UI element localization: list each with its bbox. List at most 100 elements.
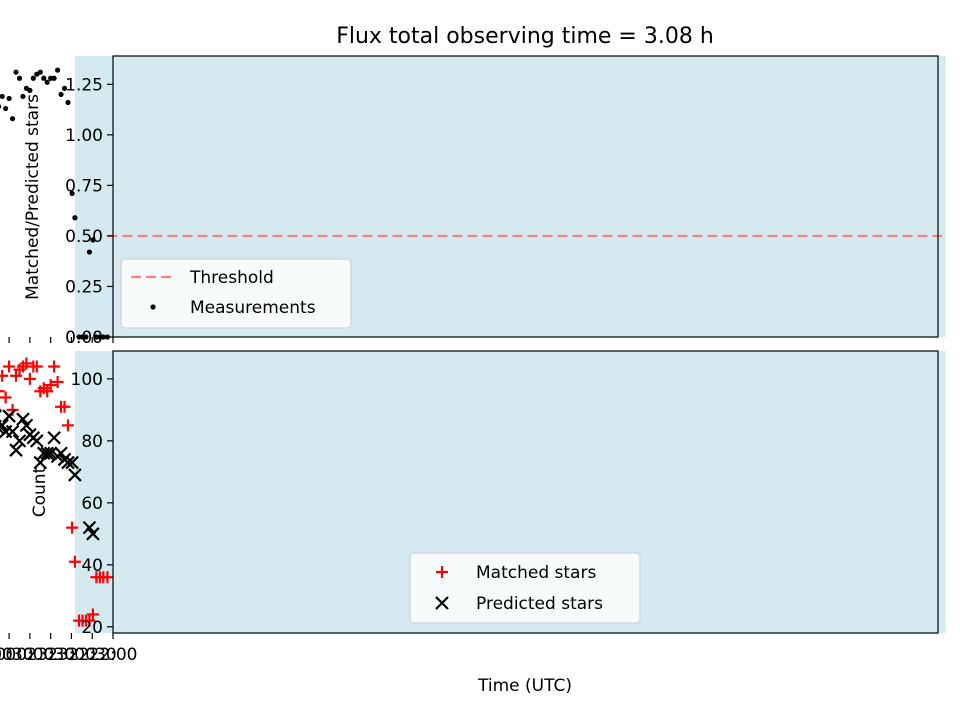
x-tick-label: 22:30 xyxy=(68,645,117,665)
measurement-point xyxy=(93,334,99,340)
predicted-star-point xyxy=(47,430,61,445)
top-measurement-points xyxy=(0,67,111,340)
legend-measurements-swatch xyxy=(150,304,156,310)
matched-star-point xyxy=(0,390,5,393)
measurement-point xyxy=(72,215,78,221)
measurement-point xyxy=(0,104,2,109)
bottom-y-axis-label: Count xyxy=(30,466,50,517)
bottom-y-ticks: 20 40 60 80 100 xyxy=(71,370,113,638)
matched-star-point xyxy=(27,360,40,373)
measurement-point xyxy=(34,71,40,77)
top-axes-frame xyxy=(112,55,939,338)
predicted-star-point xyxy=(16,412,30,426)
y-tick-label: 1.00 xyxy=(65,126,103,146)
measurement-point xyxy=(76,334,82,340)
measurement-point xyxy=(58,91,64,98)
matched-star-point xyxy=(23,372,36,385)
y-tick-label: 1.25 xyxy=(65,75,103,95)
matched-star-point xyxy=(90,571,103,584)
top-panel: 0.00 0.25 0.50 0.75 1.00 1.25 Matched/Predict… xyxy=(0,55,946,348)
y-tick-label: 0.50 xyxy=(65,227,103,247)
predicted-star-point xyxy=(0,409,3,423)
bottom-x-ticks: 22:0022:3023:0023:3000:0000:3001:0001:30… xyxy=(0,633,138,665)
x-tick-label: 22:00 xyxy=(89,645,138,665)
top-y-axis-label: Matched/Predicted stars xyxy=(23,94,43,300)
x-tick-label: 23:30 xyxy=(26,645,75,665)
predicted-star-point xyxy=(33,455,48,470)
legend-matched-swatch xyxy=(436,566,448,578)
measurement-point xyxy=(54,67,61,73)
top-legend: Threshold Measurements xyxy=(120,258,352,329)
measurement-point xyxy=(16,75,23,81)
y-tick-label: 40 xyxy=(81,556,103,576)
y-tick-label: 80 xyxy=(81,432,103,452)
matched-star-point xyxy=(61,419,74,432)
matched-star-point xyxy=(3,360,16,373)
y-tick-label: 20 xyxy=(81,618,103,638)
predicted-star-point xyxy=(68,468,82,482)
y-tick-label: 100 xyxy=(71,370,103,390)
x-axis-label: Time (UTC) xyxy=(477,676,572,696)
predicted-stars-points xyxy=(0,409,100,541)
measurement-point xyxy=(90,237,96,243)
legend-threshold-label: Threshold xyxy=(189,268,274,288)
y-tick-label: 0.75 xyxy=(65,176,103,196)
matched-stars-points xyxy=(0,357,114,627)
y-tick-label: 60 xyxy=(81,494,103,514)
matched-star-point xyxy=(51,375,64,388)
predicted-star-point xyxy=(50,449,65,464)
predicted-star-point xyxy=(86,527,100,541)
measurement-point xyxy=(69,190,75,197)
predicted-star-point xyxy=(19,418,34,433)
predicted-star-point xyxy=(0,421,6,436)
predicted-star-point xyxy=(82,520,97,535)
y-tick-label: 0.00 xyxy=(65,328,103,348)
matched-star-point xyxy=(0,369,9,382)
predicted-star-point xyxy=(9,443,23,457)
measurement-point xyxy=(13,69,19,75)
matched-star-point xyxy=(10,369,23,382)
predicted-star-point xyxy=(12,434,27,448)
matched-star-point xyxy=(48,360,61,373)
measurement-point xyxy=(9,116,16,122)
x-tick-label: 01:00 xyxy=(0,645,13,665)
x-tick-label: 00:30 xyxy=(0,645,34,665)
matched-star-point xyxy=(13,363,26,376)
predicted-star-point xyxy=(40,446,54,461)
measurement-point xyxy=(3,105,9,112)
measurement-point xyxy=(41,75,47,81)
legend-predicted-label: Predicted stars xyxy=(476,594,603,614)
matched-star-point xyxy=(86,608,99,621)
matched-star-point xyxy=(0,391,12,404)
measurement-point xyxy=(30,75,36,81)
measurement-point xyxy=(44,79,50,85)
predicted-star-point xyxy=(2,409,16,423)
measurement-point xyxy=(61,85,68,91)
predicted-star-point xyxy=(23,427,37,442)
matched-star-point xyxy=(73,614,86,627)
legend-matched-label: Matched stars xyxy=(476,563,596,583)
chart-title: Flux total observing time = 3.08 h xyxy=(336,24,714,49)
measurement-point xyxy=(23,85,30,91)
measurement-point xyxy=(65,99,71,106)
measurement-point xyxy=(48,75,54,81)
bottom-axes-frame xyxy=(112,350,939,634)
matched-star-point xyxy=(55,400,68,413)
top-y-ticks: 0.00 0.25 0.50 0.75 1.00 1.25 xyxy=(65,75,113,348)
predicted-star-point xyxy=(65,455,79,470)
measurement-point xyxy=(20,93,26,100)
bottom-panel: 20 40 60 80 100 22:0022:3023:0023:3000:0000:… xyxy=(0,350,946,696)
matched-star-point xyxy=(68,555,81,568)
bottom-legend-box xyxy=(409,552,641,624)
measurement-point xyxy=(0,93,5,100)
matched-star-point xyxy=(44,379,57,392)
y-tick-label: 0.25 xyxy=(65,277,103,297)
top-legend-box xyxy=(120,258,352,329)
predicted-star-point xyxy=(57,452,72,467)
matched-star-point xyxy=(66,521,79,534)
measurement-point xyxy=(86,249,93,255)
x-tick-label: 23:00 xyxy=(47,645,96,665)
top-x-ticks xyxy=(8,337,114,343)
legend-measurements-label: Measurements xyxy=(190,298,316,318)
